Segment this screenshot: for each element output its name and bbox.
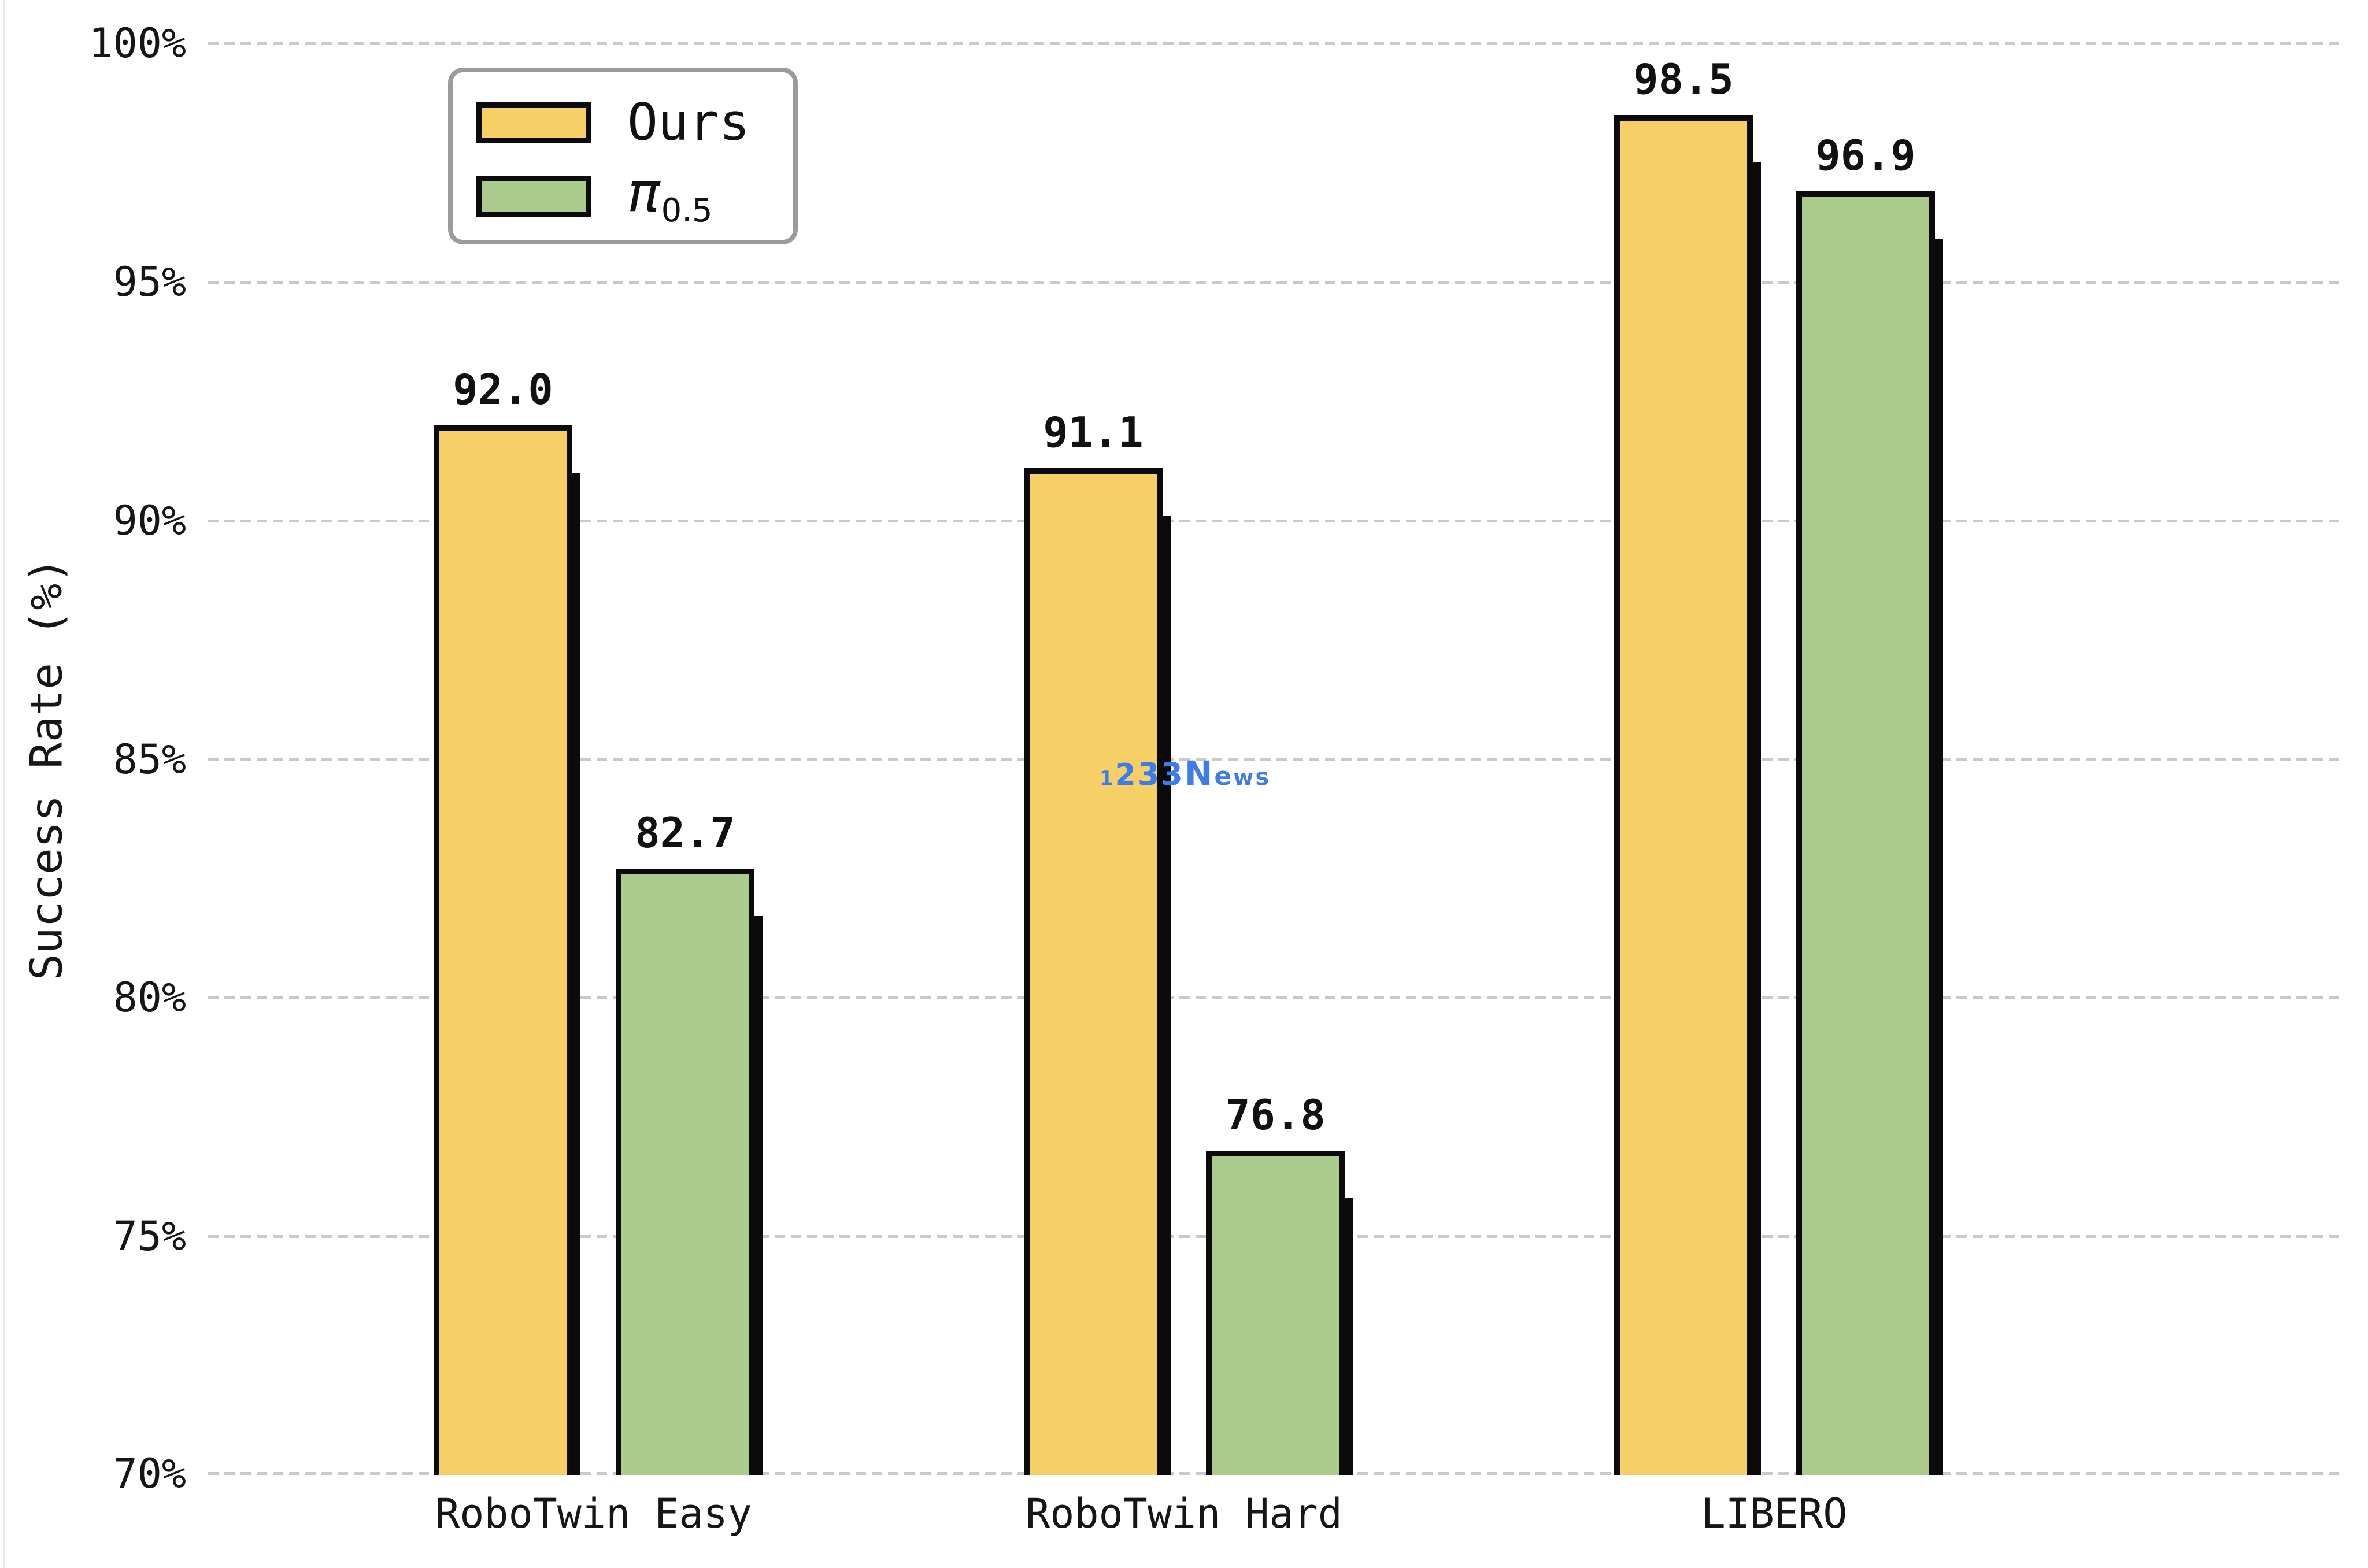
x-label-robotwin-easy: RoboTwin Easy [435, 1490, 752, 1537]
gridline-85 [208, 758, 2341, 761]
ytick-90: 90% [113, 497, 186, 544]
x-label-libero: LIBERO [1701, 1490, 1848, 1537]
bar-fill [1796, 191, 1935, 1475]
legend-box: Ours π0.5 [448, 68, 798, 244]
pi-subscript: 0.5 [661, 191, 713, 229]
legend-entry-ours: Ours [476, 92, 793, 153]
watermark-char: e [1214, 762, 1234, 791]
ytick-70: 70% [113, 1450, 186, 1497]
watermark-char: 3 [1137, 756, 1161, 792]
bar-pi05-libero [1796, 191, 1943, 1475]
gridline-90 [208, 520, 2341, 522]
watermark-char: 2 [1115, 758, 1138, 792]
value-label-ours-robotwin-hard: 91.1 [1043, 408, 1144, 457]
value-label-ours-libero: 98.5 [1633, 55, 1734, 103]
screenshot-left-edge-line [3, 0, 5, 1568]
legend-entry-pi05: π0.5 [476, 165, 793, 229]
bar-fill [616, 869, 754, 1475]
ytick-85: 85% [113, 736, 186, 783]
value-label-pi05-libero: 96.9 [1815, 131, 1916, 180]
watermark-char: w [1233, 765, 1256, 790]
gridline-80 [208, 996, 2341, 999]
watermark-char: 1 [1099, 767, 1115, 790]
value-label-pi05-robotwin-easy: 82.7 [635, 809, 735, 857]
bar-pi05-robotwin-hard [1206, 1151, 1353, 1475]
ytick-75: 75% [113, 1213, 186, 1260]
value-label-ours-robotwin-easy: 92.0 [453, 365, 553, 414]
ytick-80: 80% [113, 974, 186, 1021]
bar-pi05-robotwin-easy [616, 869, 763, 1475]
legend-swatch-pi05 [476, 176, 591, 217]
bar-fill [1024, 468, 1163, 1475]
gridline-100 [208, 42, 2341, 45]
bar-ours-libero [1614, 115, 1761, 1475]
watermark-1233news: 1233News [1100, 754, 1271, 793]
bar-fill [1614, 115, 1753, 1475]
pi-symbol: π [627, 161, 660, 224]
bar-fill [434, 425, 572, 1475]
y-axis-title: Success Rate (%) [20, 557, 72, 981]
watermark-char: 3 [1161, 756, 1185, 792]
legend-label-pi05: π0.5 [627, 165, 713, 229]
value-label-pi05-robotwin-hard: 76.8 [1225, 1091, 1326, 1139]
bar-ours-robotwin-easy [434, 425, 580, 1475]
bar-fill [1206, 1151, 1345, 1475]
ytick-95: 95% [113, 258, 186, 306]
bar-ours-robotwin-hard [1024, 468, 1171, 1475]
plot-area: 92.0 82.7 91.1 76.8 98.5 96.9 100% 95% 9… [88, 20, 2341, 1497]
watermark-char: N [1184, 754, 1215, 793]
ytick-100: 100% [88, 20, 186, 67]
x-label-robotwin-hard: RoboTwin Hard [1026, 1490, 1342, 1537]
gridline-95 [208, 281, 2341, 284]
watermark-char: s [1255, 764, 1271, 791]
legend-label-ours: Ours [627, 92, 750, 152]
legend-swatch-ours [476, 102, 591, 143]
